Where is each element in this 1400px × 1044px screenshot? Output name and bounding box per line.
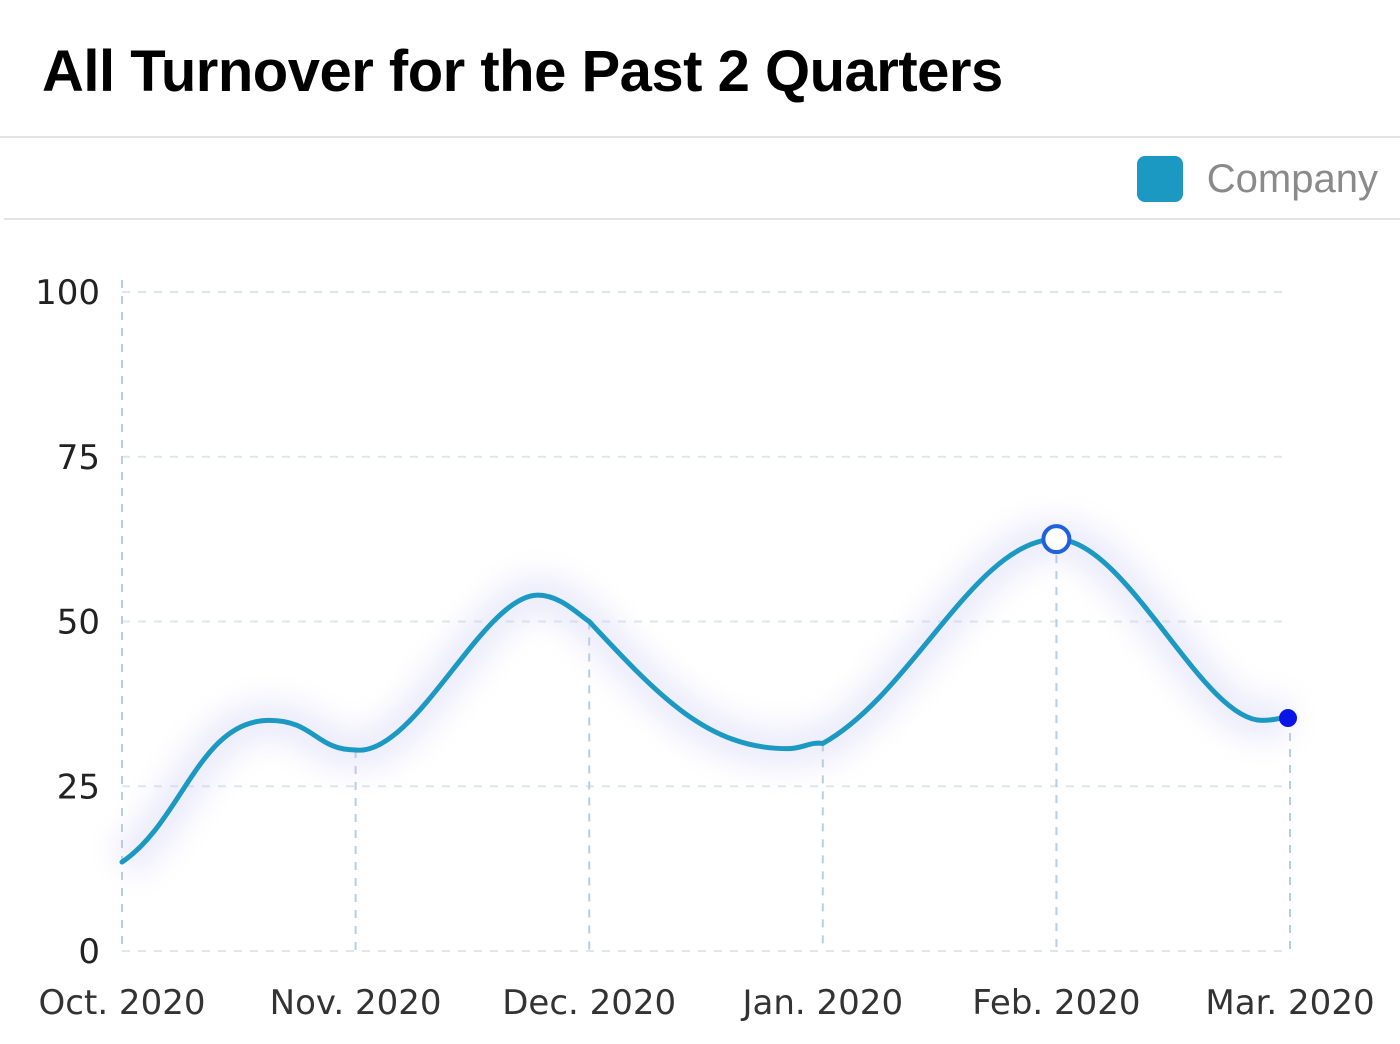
end-point <box>1279 709 1297 728</box>
y-tick-label: 100 <box>35 273 100 313</box>
legend-swatch <box>1136 156 1183 202</box>
x-tick-label: Nov. 2020 <box>270 983 442 1023</box>
x-tick-label: Feb. 2020 <box>972 983 1140 1023</box>
series <box>110 519 1293 879</box>
legend[interactable]: Company <box>1136 156 1378 202</box>
axis-ticks: 0 25 50 75 100 Oct. 2020 Nov. 2020 Dec. 2020 Jan… <box>35 273 1374 1023</box>
header-divider <box>0 136 1400 138</box>
y-tick-label: 50 <box>57 603 100 643</box>
markers <box>1041 524 1297 728</box>
y-tick-label: 0 <box>78 932 100 972</box>
series-line-company <box>119 536 1293 865</box>
y-tick-label: 25 <box>57 767 100 807</box>
grid <box>121 280 1291 952</box>
y-tick-label: 75 <box>57 438 100 478</box>
chart-title: All Turnover for the Past 2 Quarters <box>42 39 1003 104</box>
x-tick-label: Dec. 2020 <box>502 983 676 1023</box>
x-tick-label: Jan. 2020 <box>741 983 904 1023</box>
legend-label: Company <box>1206 156 1378 201</box>
x-tick-label: Mar. 2020 <box>1205 983 1374 1023</box>
series-glow <box>110 519 1291 879</box>
x-tick-label: Oct. 2020 <box>39 983 206 1023</box>
highlight-point <box>1041 524 1072 555</box>
legend-divider <box>4 218 1400 220</box>
